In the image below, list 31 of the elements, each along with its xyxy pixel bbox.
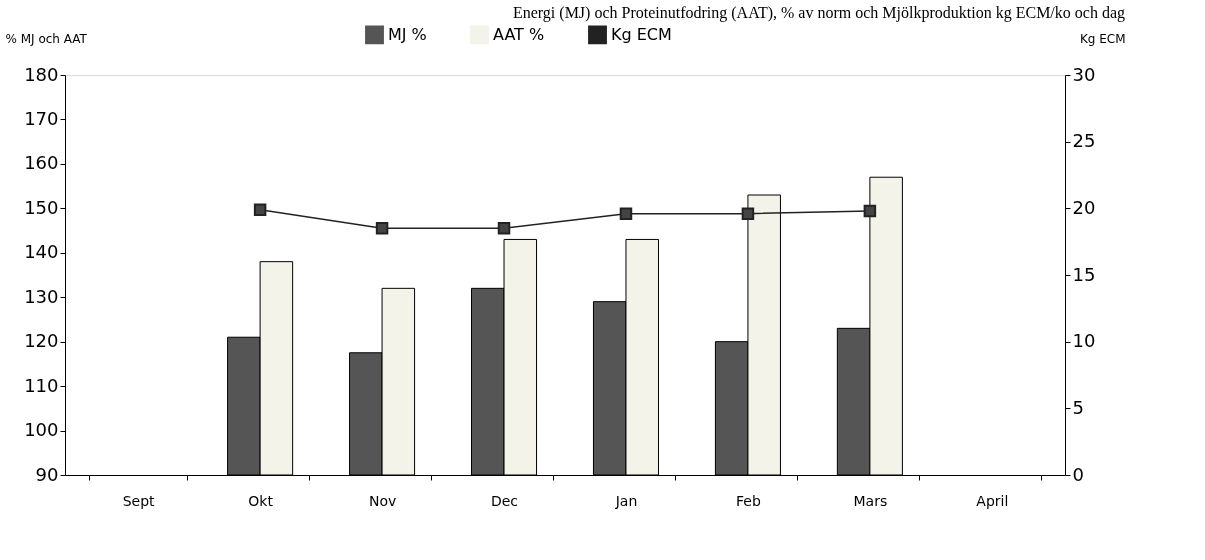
chart-title: Energi (MJ) och Proteinutfodring (AAT), % av norm och Mjölkproduktion kg ECM/ko och dag <box>512 4 1125 22</box>
y2-tick-label: 0 <box>1072 463 1084 485</box>
y2-axis-title: Kg ECM <box>1079 31 1126 46</box>
y-tick-label: 180 <box>24 63 59 85</box>
x-tick-label: Feb <box>736 492 761 509</box>
legend-label: Kg ECM <box>611 24 672 44</box>
x-tick-label: Nov <box>368 492 397 509</box>
y-tick-label: 150 <box>24 196 59 218</box>
y2-tick-label: 30 <box>1072 63 1096 85</box>
x-tick-label: April <box>976 492 1009 509</box>
x-tick-label: Sept <box>122 492 156 509</box>
y-tick-label: 110 <box>24 374 59 396</box>
x-tick-label: Mars <box>853 492 888 509</box>
x-tick-label: Dec <box>490 492 519 509</box>
y-tick-label: 140 <box>24 241 59 263</box>
y2-tick-label: 25 <box>1072 130 1096 152</box>
y2-tick-label: 15 <box>1072 263 1096 285</box>
y2-tick-label: 20 <box>1072 196 1096 218</box>
y-axis-title: % MJ och AAT <box>5 31 88 46</box>
x-tick-label: Okt <box>248 492 274 509</box>
y-tick-label: 120 <box>24 330 59 352</box>
legend-label: MJ % <box>388 24 427 44</box>
y-tick-label: 90 <box>35 463 59 485</box>
y2-tick-label: 5 <box>1072 396 1084 418</box>
y-tick-label: 130 <box>24 285 59 307</box>
y-tick-label: 100 <box>24 419 59 441</box>
y-tick-label: 160 <box>24 152 59 174</box>
y-tick-label: 170 <box>24 107 59 129</box>
x-tick-label: Jan <box>614 492 638 509</box>
legend-label: AAT % <box>493 24 545 44</box>
y2-tick-label: 10 <box>1072 330 1096 352</box>
